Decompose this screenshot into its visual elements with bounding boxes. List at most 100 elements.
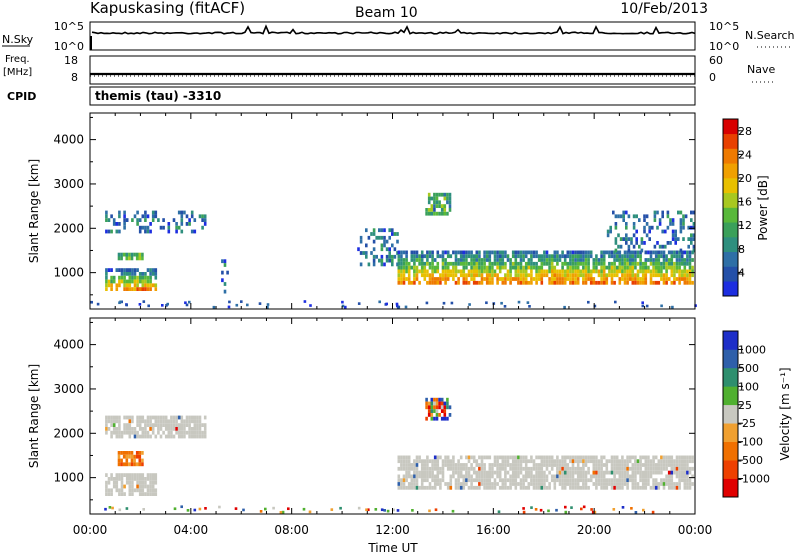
power-cell [540,277,544,281]
velocity-cell [615,485,619,490]
velocity-cell [402,463,406,467]
power-cell [430,211,434,216]
velocity-cell [279,511,283,514]
power-cell [553,258,557,262]
velocity-cell [172,427,176,431]
power-cell [413,254,416,259]
power-cell [493,250,497,255]
velocity-cell [504,470,507,475]
velocity-cell [188,434,191,439]
velocity-cell [504,474,507,479]
power-cell [660,273,663,278]
velocity-cell [423,470,427,475]
power-cell [634,265,637,270]
power-cell [498,269,502,274]
power-cell [125,272,129,276]
power-cell [441,269,445,274]
power-cell [190,210,194,215]
velocity-cell [662,455,666,460]
power-cell [623,250,627,255]
power-cell [367,235,371,240]
velocity-cell [138,423,142,427]
velocity-cell [532,485,536,490]
power-cell [385,258,389,263]
power-cell [584,265,588,270]
velocity-cell [183,430,186,435]
power-cell [649,261,653,266]
velocity-cell [566,466,570,471]
velocity-cell [193,430,197,435]
power-cell [413,273,416,278]
power-cell [431,258,434,262]
power-cell [504,254,507,259]
velocity-cell [634,474,637,479]
velocity-cell [514,463,518,467]
power-cell [470,265,473,270]
velocity-cell [446,416,449,421]
velocity-cell [678,482,681,486]
velocity-cell [595,478,598,483]
velocity-cell [420,459,424,464]
power-cell [569,277,572,281]
velocity-cell [574,470,577,475]
power-cell [426,250,429,255]
velocity-ytick-label: 1000 [53,471,84,485]
power-cell [397,258,401,262]
velocity-cell [665,463,668,467]
velocity-cell [117,462,121,467]
power-cell [543,269,546,274]
power-cell [621,261,624,266]
velocity-cell [631,463,635,467]
velocity-cell [118,508,122,512]
power-cell [506,277,510,281]
velocity-cell [537,466,541,471]
velocity-cell [644,459,648,464]
velocity-cell [120,473,124,477]
velocity-cell [608,459,611,464]
velocity-cell [128,492,132,496]
velocity-cell [493,470,497,475]
velocity-cell [173,507,177,511]
velocity-cell [641,455,645,460]
velocity-cell [626,463,629,467]
velocity-cell [177,430,181,435]
power-cell [115,229,119,234]
power-cell [569,261,572,266]
velocity-cell [553,482,557,486]
power-cell [667,250,671,255]
velocity-cell [242,508,245,512]
power-cell [556,261,559,266]
velocity-cell [397,466,401,471]
power-cell [654,250,658,255]
velocity-cell [540,482,544,486]
velocity-cell [626,455,629,460]
power-cell [380,235,384,240]
power-cell [522,280,525,285]
velocity-cell [441,478,445,483]
velocity-cell [610,470,614,475]
velocity-cell [157,419,160,424]
power-cell [569,258,572,262]
power-cell [674,237,677,241]
velocity-cell [595,455,598,460]
velocity-cell [365,508,368,512]
velocity-cell [420,474,424,479]
power-colorbar-tick-label: 16 [738,196,752,209]
power-cell [667,261,671,266]
velocity-cell [540,463,544,467]
power-cell [452,261,455,266]
power-cell [519,258,523,262]
velocity-cell [511,463,515,467]
power-cell [405,261,408,266]
velocity-cell [435,405,439,410]
power-cell [472,269,476,274]
power-cell [610,280,614,285]
power-cell [652,265,655,270]
power-cell [444,258,447,262]
velocity-cell [141,484,145,489]
power-cell [112,222,116,226]
velocity-cell [478,482,481,486]
power-cell [136,287,139,291]
power-cell [133,275,137,280]
power-cell [686,280,689,285]
